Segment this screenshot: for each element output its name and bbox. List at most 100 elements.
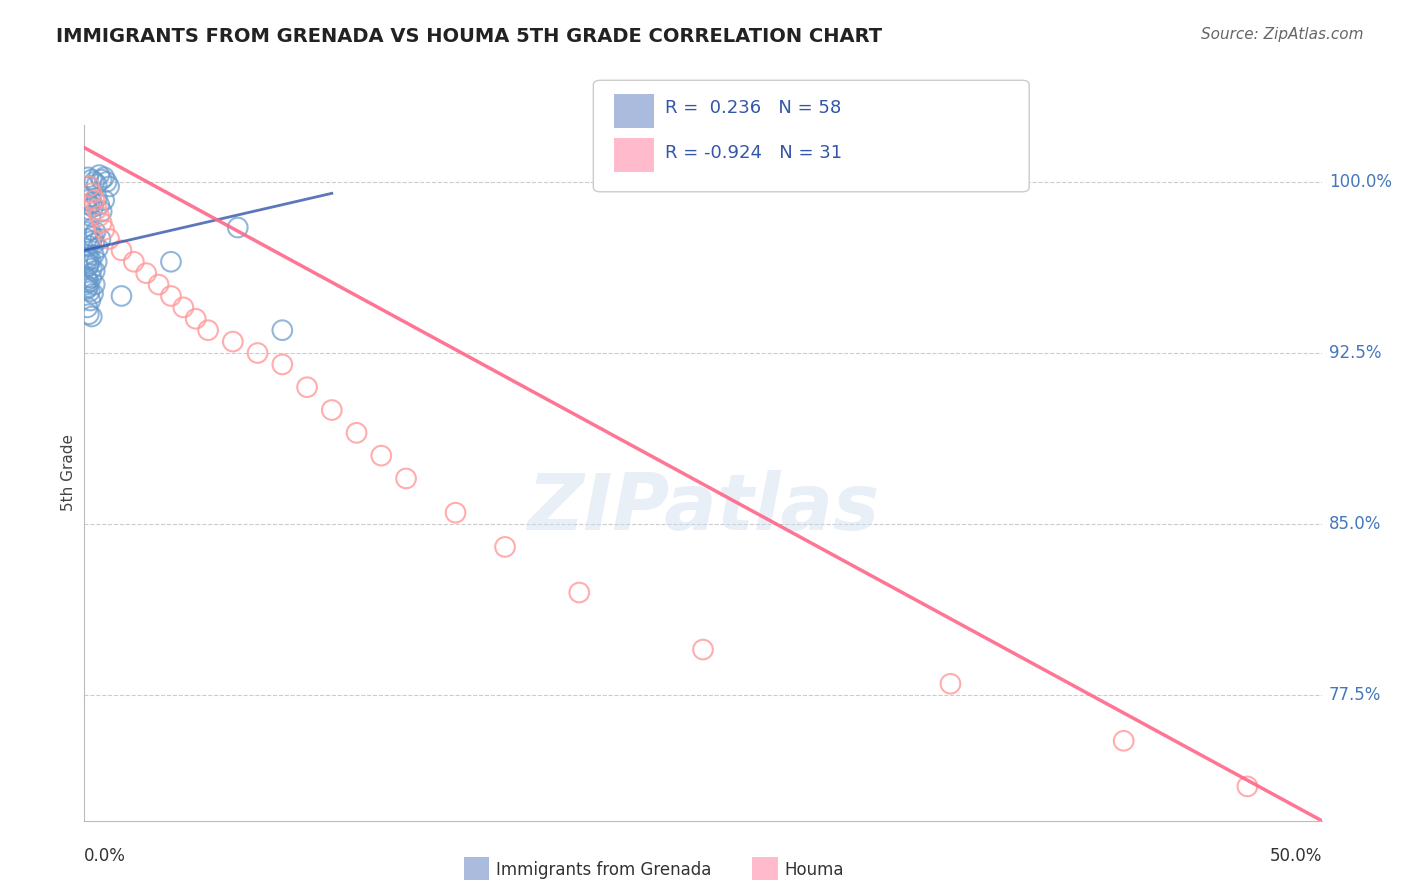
Text: Houma: Houma [785, 861, 844, 879]
Point [79, 209, 101, 223]
Point [1112, 733, 1135, 747]
Point [83, 193, 105, 207]
Text: ZIPatlas: ZIPatlas [527, 469, 879, 546]
Point [80, 310, 103, 324]
Point [82, 286, 104, 301]
Point [226, 220, 249, 235]
Point [110, 244, 132, 258]
Point [370, 449, 392, 463]
Point [246, 346, 269, 360]
Point [939, 677, 962, 691]
Text: IMMIGRANTS FROM GRENADA VS HOUMA 5TH GRADE CORRELATION CHART: IMMIGRANTS FROM GRENADA VS HOUMA 5TH GRA… [56, 27, 883, 45]
Point [222, 334, 245, 349]
Point [83, 248, 105, 262]
Point [80, 186, 103, 201]
Point [494, 540, 516, 554]
Point [79, 198, 101, 212]
Text: Source: ZipAtlas.com: Source: ZipAtlas.com [1201, 27, 1364, 42]
Point [80, 270, 103, 285]
Point [75, 270, 97, 285]
Point [568, 585, 591, 599]
Point [75, 277, 97, 292]
Point [692, 642, 714, 657]
Point [79, 285, 101, 299]
Point [80, 234, 103, 248]
Point [75, 254, 97, 268]
Point [93, 223, 115, 237]
Point [321, 403, 343, 417]
Point [83, 264, 105, 278]
Point [86, 202, 108, 217]
Text: Immigrants from Grenada: Immigrants from Grenada [496, 861, 711, 879]
Text: 85.0%: 85.0% [1329, 515, 1381, 533]
Point [197, 323, 219, 337]
Text: R = -0.924   N = 31: R = -0.924 N = 31 [665, 144, 842, 161]
Point [82, 229, 104, 244]
Point [76, 282, 98, 296]
Point [295, 380, 318, 394]
Point [271, 323, 294, 337]
Text: 92.5%: 92.5% [1329, 344, 1381, 362]
Point [89, 168, 111, 182]
Text: 50.0%: 50.0% [1270, 847, 1322, 865]
Point [76, 260, 98, 274]
Point [444, 506, 467, 520]
Point [122, 254, 145, 268]
Point [148, 277, 170, 292]
Point [76, 225, 98, 239]
Point [77, 280, 100, 294]
Point [110, 289, 132, 303]
Point [135, 266, 157, 280]
Point [86, 177, 108, 191]
Point [80, 195, 103, 210]
Point [87, 241, 110, 255]
Point [98, 179, 121, 194]
Y-axis label: 5th Grade: 5th Grade [60, 434, 76, 511]
Point [86, 254, 108, 268]
Point [160, 289, 183, 303]
Point [79, 252, 101, 267]
Point [172, 301, 194, 315]
Point [79, 179, 101, 194]
Point [90, 216, 112, 230]
Point [77, 307, 100, 321]
Point [77, 250, 100, 264]
Point [84, 225, 107, 239]
Point [89, 209, 111, 223]
Point [89, 198, 111, 212]
Point [271, 358, 294, 372]
Point [1236, 780, 1258, 794]
Text: 100.0%: 100.0% [1329, 173, 1392, 191]
Point [76, 301, 98, 315]
Point [79, 293, 101, 308]
Point [77, 275, 100, 289]
Point [98, 232, 121, 246]
Text: 0.0%: 0.0% [84, 847, 127, 865]
Text: 77.5%: 77.5% [1329, 686, 1381, 704]
Point [80, 172, 103, 186]
Point [96, 175, 118, 189]
Point [76, 193, 98, 207]
Text: R =  0.236   N = 58: R = 0.236 N = 58 [665, 99, 841, 117]
Point [89, 232, 111, 246]
Point [93, 193, 115, 207]
Point [83, 175, 105, 189]
Point [79, 257, 101, 271]
Point [184, 311, 207, 326]
Point [76, 273, 98, 287]
Point [82, 200, 104, 214]
Point [76, 232, 98, 246]
Point [346, 425, 368, 440]
Point [79, 223, 101, 237]
Point [77, 239, 100, 253]
Point [395, 471, 418, 485]
Point [77, 202, 100, 217]
Point [90, 172, 112, 186]
Point [77, 170, 100, 185]
Point [83, 236, 105, 251]
Point [79, 179, 101, 194]
Point [86, 191, 108, 205]
Point [90, 204, 112, 219]
Point [83, 277, 105, 292]
Point [80, 261, 103, 276]
